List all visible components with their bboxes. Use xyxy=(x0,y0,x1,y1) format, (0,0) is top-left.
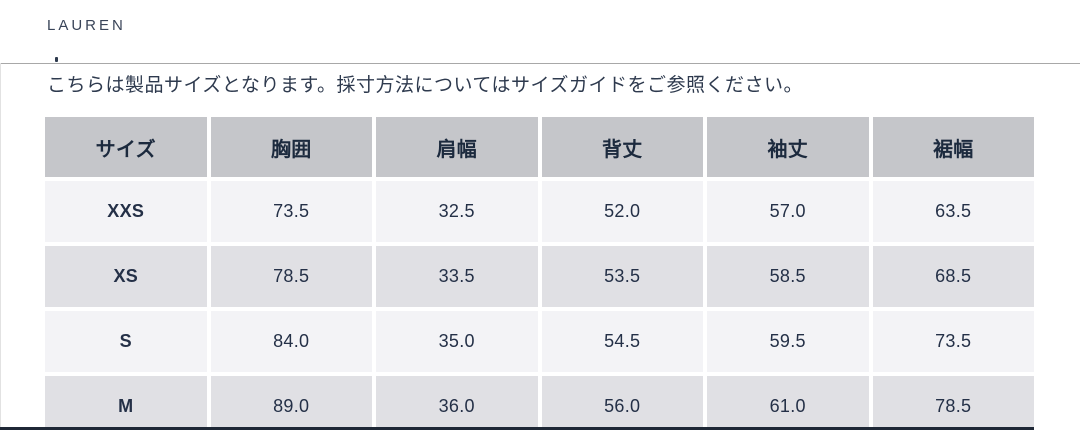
value-cell: 32.5 xyxy=(376,181,538,242)
value-cell: 84.0 xyxy=(210,311,372,372)
value-cell: 73.5 xyxy=(210,181,372,242)
size-label: M xyxy=(45,376,207,430)
column-header-hem-width: 裾幅 xyxy=(872,117,1034,177)
size-label: XXS xyxy=(45,181,207,242)
size-label: S xyxy=(45,311,207,372)
value-cell: 63.5 xyxy=(872,181,1034,242)
column-header-sleeve-length: 袖丈 xyxy=(707,117,869,177)
value-cell: 53.5 xyxy=(541,246,703,307)
value-cell: 52.0 xyxy=(541,181,703,242)
value-cell: 35.0 xyxy=(376,311,538,372)
value-cell: 59.5 xyxy=(707,311,869,372)
value-cell: 33.5 xyxy=(376,246,538,307)
value-cell: 58.5 xyxy=(707,246,869,307)
table-row-m: M 89.0 36.0 56.0 61.0 78.5 xyxy=(45,376,1034,430)
table-row-xxs: XXS 73.5 32.5 52.0 57.0 63.5 xyxy=(45,181,1034,242)
value-cell: 78.5 xyxy=(210,246,372,307)
value-cell: 78.5 xyxy=(872,376,1034,430)
size-table: サイズ 胸囲 肩幅 背丈 袖丈 裾幅 XXS 73.5 32.5 52.0 57… xyxy=(45,117,1034,430)
column-header-shoulder: 肩幅 xyxy=(376,117,538,177)
value-cell: 89.0 xyxy=(210,376,372,430)
value-cell: 54.5 xyxy=(541,311,703,372)
table-row-xs: XS 78.5 33.5 53.5 58.5 68.5 xyxy=(45,246,1034,307)
bottom-edge-bar xyxy=(0,427,1034,430)
size-note-text: こちらは製品サイズとなります。採寸方法についてはサイズガイドをご参照ください。 xyxy=(47,75,803,96)
value-cell: 56.0 xyxy=(541,376,703,430)
column-header-size: サイズ xyxy=(45,117,207,177)
value-cell: 57.0 xyxy=(707,181,869,242)
column-header-chest: 胸囲 xyxy=(210,117,372,177)
value-cell: 68.5 xyxy=(872,246,1034,307)
viewport-left-edge xyxy=(0,63,1,430)
value-cell: 73.5 xyxy=(872,311,1034,372)
truncated-text-remnant xyxy=(55,57,58,62)
value-cell: 36.0 xyxy=(376,376,538,430)
size-label: XS xyxy=(45,246,207,307)
header-divider xyxy=(0,63,1080,64)
column-header-back-length: 背丈 xyxy=(541,117,703,177)
table-row-s: S 84.0 35.0 54.5 59.5 73.5 xyxy=(45,311,1034,372)
table-header-row: サイズ 胸囲 肩幅 背丈 袖丈 裾幅 xyxy=(45,117,1034,177)
value-cell: 61.0 xyxy=(707,376,869,430)
brand-logo: LAUREN xyxy=(47,17,126,34)
